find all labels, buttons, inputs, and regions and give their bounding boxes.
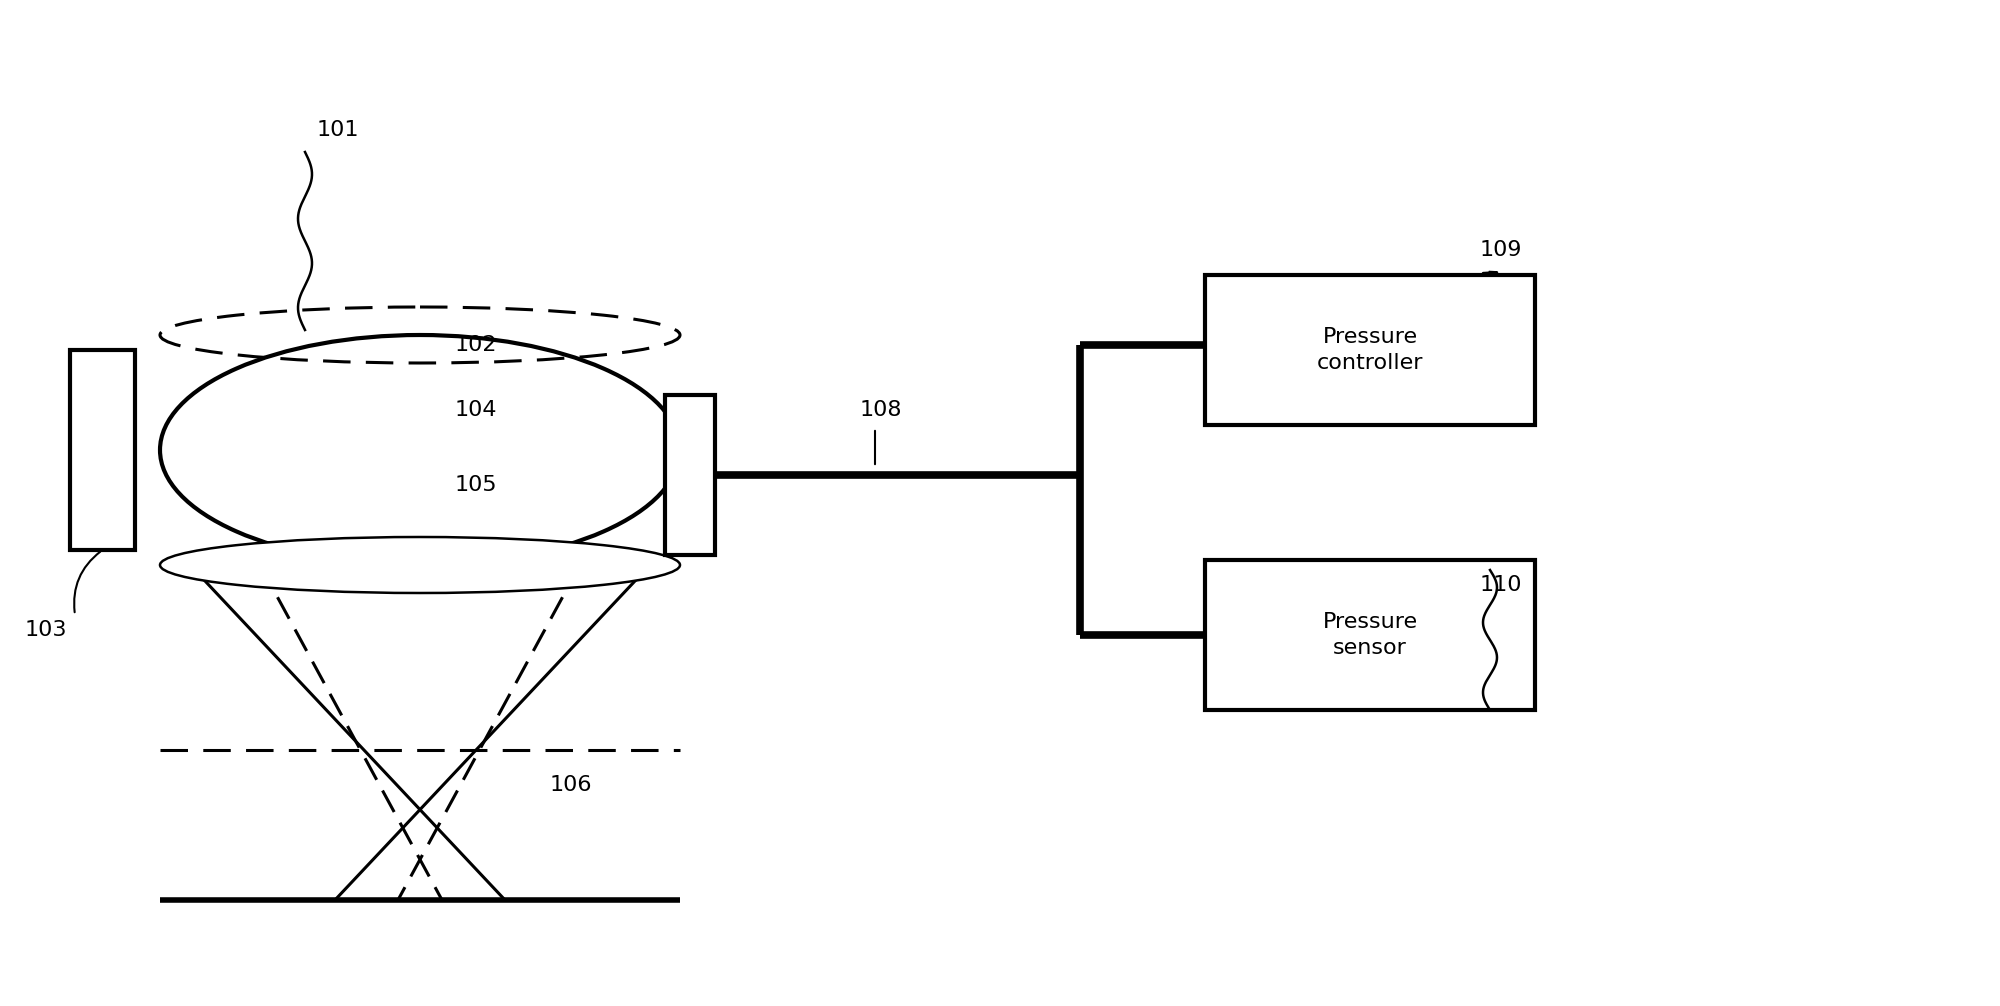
Text: 106: 106 <box>550 775 592 795</box>
Text: 109: 109 <box>1480 240 1522 260</box>
Bar <box>664 395 716 555</box>
Bar <box>70 350 136 550</box>
Ellipse shape <box>160 537 680 593</box>
Text: 108: 108 <box>860 400 902 420</box>
Text: Pressure
sensor: Pressure sensor <box>1322 612 1418 658</box>
Ellipse shape <box>160 335 680 565</box>
Bar <box>1204 560 1536 710</box>
Text: 110: 110 <box>1480 575 1522 595</box>
Text: Pressure
controller: Pressure controller <box>1316 327 1424 373</box>
Bar <box>1204 275 1536 425</box>
Text: 104: 104 <box>456 400 498 420</box>
Text: 101: 101 <box>316 120 360 140</box>
Text: 102: 102 <box>456 335 498 355</box>
Text: 105: 105 <box>456 475 498 495</box>
Text: 103: 103 <box>24 620 68 640</box>
